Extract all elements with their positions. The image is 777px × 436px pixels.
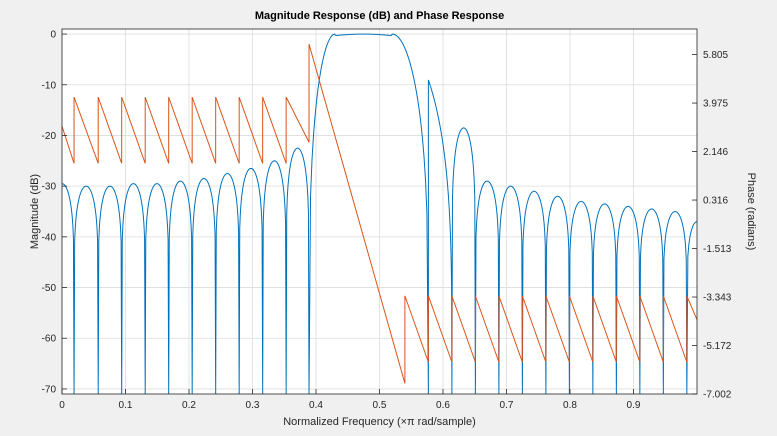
magnitude-line	[61, 33, 698, 395]
y-ticks-right: 5.805 3.975 2.146 0.316 -1.513 -3.343 -5.172 -7…	[692, 50, 732, 401]
x-axis-label: Normalized Frequency (×π rad/sample)	[283, 416, 476, 428]
y-tick-label-right: 0.316	[703, 196, 728, 207]
y-tick-label-left: -10	[42, 80, 57, 91]
x-tick-label: 0.8	[563, 400, 577, 411]
y-axis-label-right: Phase (radians)	[745, 173, 757, 251]
y-tick-label-right: -1.513	[703, 244, 732, 255]
y-tick-label-right: -5.172	[703, 341, 732, 352]
y-tick-label-left: -20	[42, 131, 57, 142]
chart-title: Magnitude Response (dB) and Phase Respon…	[255, 10, 504, 22]
y-tick-label-left: 0	[50, 30, 56, 41]
x-tick-label: 0.3	[246, 400, 260, 411]
x-tick-label: 0	[59, 400, 65, 411]
x-tick-label: 0.6	[436, 400, 450, 411]
x-ticks: 0 0.1 0.2 0.3 0.4 0.5 0.6 0.7 0.8 0.9	[59, 389, 641, 411]
x-tick-label: 0.4	[309, 400, 323, 411]
magnitude-series	[61, 33, 698, 395]
y-tick-label-right: 5.805	[703, 50, 728, 61]
phase-line	[61, 43, 698, 384]
x-tick-label: 0.2	[182, 400, 196, 411]
y-tick-label-left: -30	[42, 182, 57, 193]
phase-series	[61, 43, 698, 384]
x-tick-label: 0.5	[373, 400, 387, 411]
x-tick-label: 0.1	[119, 400, 133, 411]
y-tick-label-left: -70	[42, 384, 57, 395]
y-axis-label-left: Magnitude (dB)	[29, 174, 41, 249]
y-tick-label-left: -40	[42, 232, 57, 243]
y-tick-label-left: -50	[42, 283, 57, 294]
y-tick-label-right: -7.002	[703, 390, 732, 401]
y-tick-label-right: -3.343	[703, 293, 732, 304]
x-tick-label: 0.7	[500, 400, 514, 411]
y-tick-label-right: 3.975	[703, 99, 728, 110]
x-tick-label: 0.9	[627, 400, 641, 411]
y-tick-label-right: 2.146	[703, 147, 728, 158]
y-tick-label-left: -60	[42, 334, 57, 345]
y-ticks-left: 0 -10 -20 -30 -40 -50 -60 -70	[42, 30, 67, 395]
